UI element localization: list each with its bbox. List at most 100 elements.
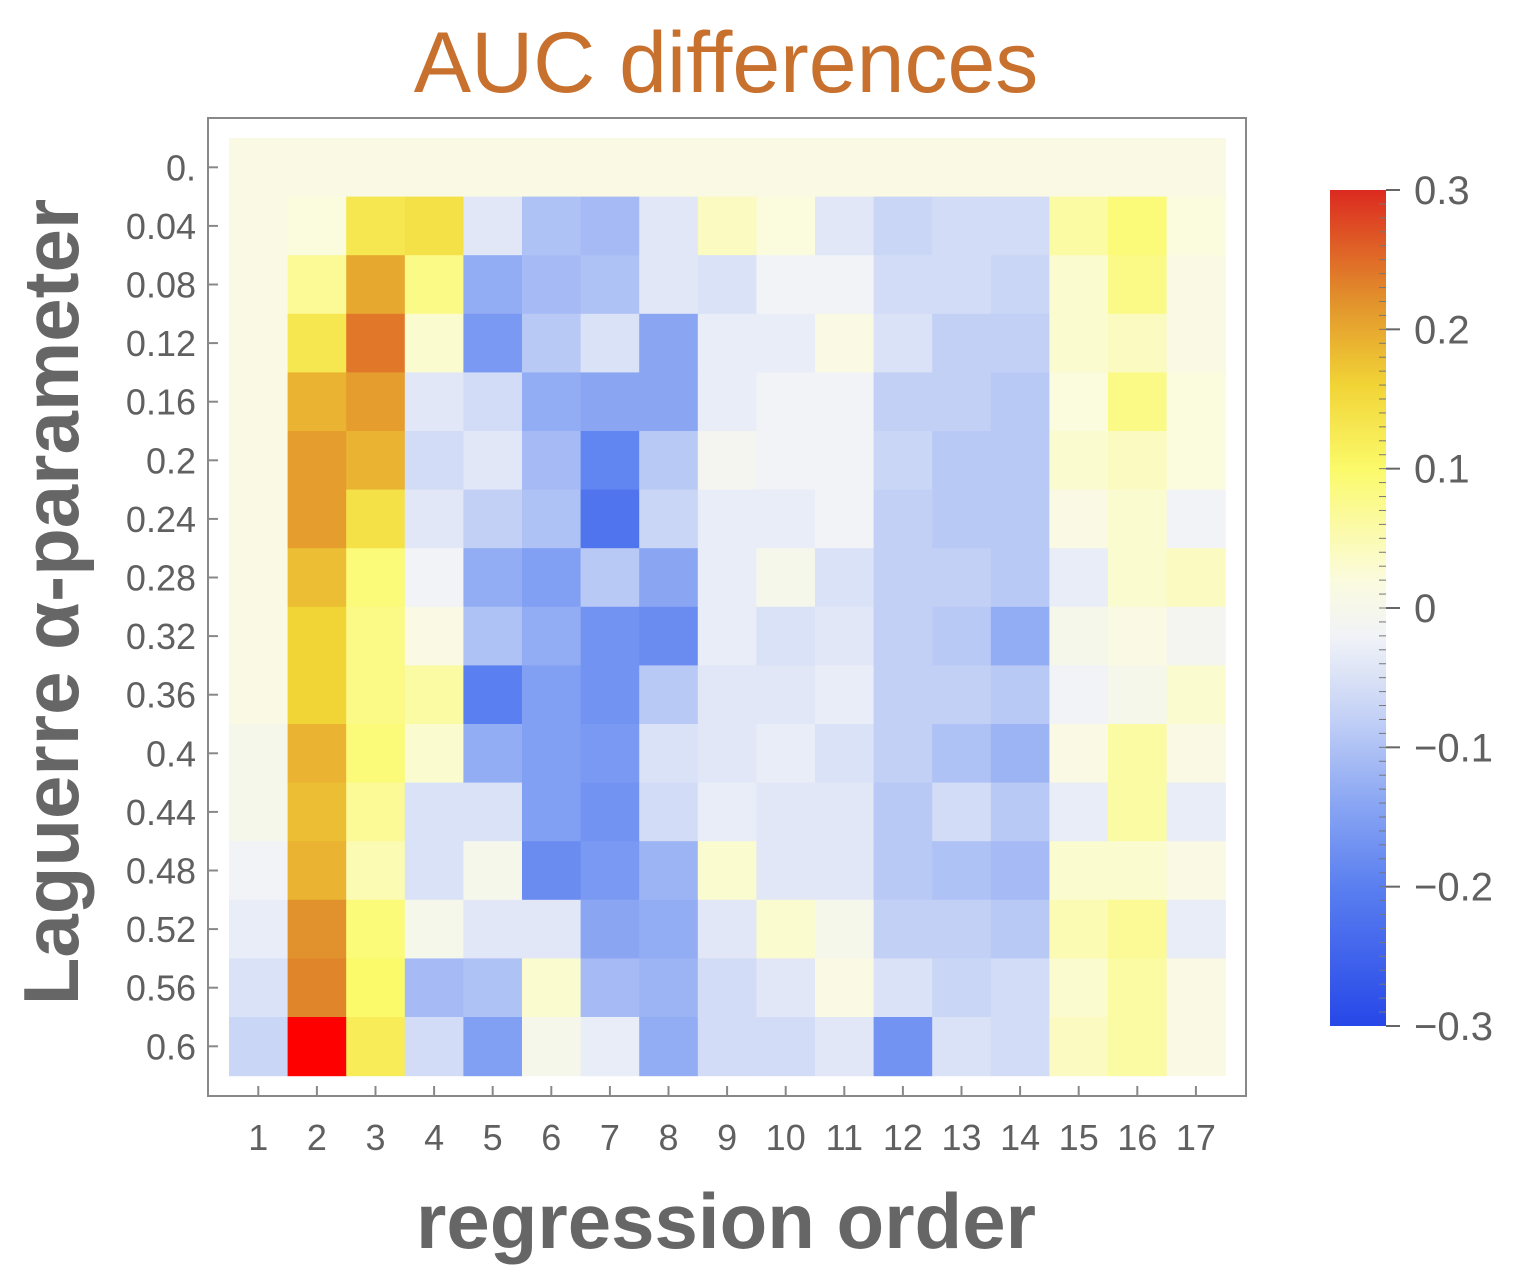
heatmap-cell	[697, 606, 757, 666]
colorbar-tick-labels: 0.3 0.2 0.1 0 −0.1 −0.2 −0.3	[1414, 169, 1493, 1049]
heatmap-cell	[932, 548, 992, 608]
heatmap-cell	[463, 196, 523, 256]
heatmap-cell	[463, 255, 523, 315]
heatmap-cell	[990, 665, 1050, 725]
heatmap-cell	[1049, 372, 1109, 432]
heatmap-cell	[522, 665, 582, 725]
heatmap-cell	[873, 255, 933, 315]
heatmap-cell	[873, 841, 933, 901]
heatmap-cell	[1108, 548, 1168, 608]
heatmap-cell	[815, 841, 875, 901]
heatmap-cell	[287, 196, 347, 256]
x-tick-label: 3	[365, 1117, 385, 1158]
heatmap-cell	[1166, 958, 1226, 1018]
heatmap-cell	[1166, 548, 1226, 608]
x-tick-label: 11	[826, 1117, 863, 1158]
heatmap-cell	[756, 138, 816, 198]
x-axis-ticks	[257, 1086, 1197, 1096]
heatmap-cell	[522, 138, 582, 198]
heatmap-cell	[346, 431, 406, 491]
heatmap-cell	[990, 899, 1050, 959]
heatmap-cell	[1049, 196, 1109, 256]
heatmap-cell	[346, 958, 406, 1018]
heatmap-cell	[404, 841, 464, 901]
heatmap-cell	[873, 138, 933, 198]
heatmap-cell	[756, 255, 816, 315]
heatmap-cell	[229, 782, 289, 842]
heatmap-cell	[932, 196, 992, 256]
heatmap-cell	[404, 489, 464, 549]
heatmap-cell	[990, 313, 1050, 373]
heatmap-cell	[404, 1017, 464, 1077]
heatmap-cell	[287, 841, 347, 901]
heatmap-cell	[1108, 665, 1168, 725]
heatmap-cell	[404, 431, 464, 491]
heatmap-cell	[287, 431, 347, 491]
heatmap-cell	[229, 606, 289, 666]
heatmap-cell	[1108, 958, 1168, 1018]
y-tick-label: 0.24	[126, 499, 196, 540]
heatmap-cell	[756, 313, 816, 373]
heatmap-cell	[346, 665, 406, 725]
heatmap-cell	[463, 899, 523, 959]
y-tick-label: 0.08	[126, 265, 196, 306]
heatmap-cell	[756, 899, 816, 959]
y-axis-label: Laguerre α-parameter	[7, 199, 95, 1006]
heatmap-cell	[229, 489, 289, 549]
heatmap-cell	[404, 606, 464, 666]
heatmap-cell	[580, 489, 640, 549]
heatmap-cell	[580, 313, 640, 373]
heatmap-cell	[404, 372, 464, 432]
heatmap-cell	[580, 548, 640, 608]
heatmap-cell	[639, 489, 699, 549]
colorbar-tick-label: −0.1	[1414, 726, 1493, 770]
heatmap-cell	[229, 841, 289, 901]
heatmap-cell	[932, 782, 992, 842]
heatmap-cell	[873, 313, 933, 373]
heatmap-cell	[990, 255, 1050, 315]
x-tick-label: 7	[600, 1117, 620, 1158]
heatmap-cell	[1049, 724, 1109, 784]
heatmap-cell	[639, 665, 699, 725]
y-tick-label: 0.6	[146, 1026, 196, 1067]
heatmap-cell	[1049, 313, 1109, 373]
heatmap-cell	[287, 313, 347, 373]
heatmap-cell	[1049, 431, 1109, 491]
heatmap-cells	[229, 138, 1226, 1077]
heatmap-cell	[1108, 372, 1168, 432]
heatmap-cell	[229, 138, 289, 198]
heatmap-cell	[287, 782, 347, 842]
heatmap-cell	[229, 958, 289, 1018]
y-tick-label: 0.28	[126, 558, 196, 599]
heatmap-cell	[1166, 724, 1226, 784]
heatmap-cell	[522, 958, 582, 1018]
y-tick-label: 0.52	[126, 909, 196, 950]
y-tick-label: 0.04	[126, 206, 196, 247]
heatmap-cell	[756, 196, 816, 256]
heatmap-cell	[697, 255, 757, 315]
heatmap-cell	[639, 548, 699, 608]
heatmap-cell	[229, 548, 289, 608]
colorbar-tick-label: 0	[1414, 587, 1436, 631]
heatmap-cell	[697, 313, 757, 373]
heatmap-cell	[1108, 255, 1168, 315]
x-tick-label: 10	[766, 1117, 806, 1158]
heatmap-cell	[522, 841, 582, 901]
heatmap-cell	[580, 724, 640, 784]
heatmap-cell	[990, 138, 1050, 198]
heatmap-cell	[522, 1017, 582, 1077]
heatmap-cell	[463, 372, 523, 432]
heatmap-cell	[229, 899, 289, 959]
heatmap-cell	[697, 841, 757, 901]
heatmap-cell	[287, 665, 347, 725]
heatmap-cell	[1166, 1017, 1226, 1077]
y-tick-label: 0.12	[126, 323, 196, 364]
colorbar-minor-ticks	[1379, 203, 1386, 1013]
heatmap-cell	[1166, 138, 1226, 198]
heatmap-cell	[1166, 841, 1226, 901]
heatmap-cell	[463, 489, 523, 549]
colorbar-tick-label: 0.2	[1414, 308, 1470, 352]
heatmap-cell	[990, 548, 1050, 608]
x-tick-label: 4	[424, 1117, 444, 1158]
heatmap-cell	[229, 196, 289, 256]
